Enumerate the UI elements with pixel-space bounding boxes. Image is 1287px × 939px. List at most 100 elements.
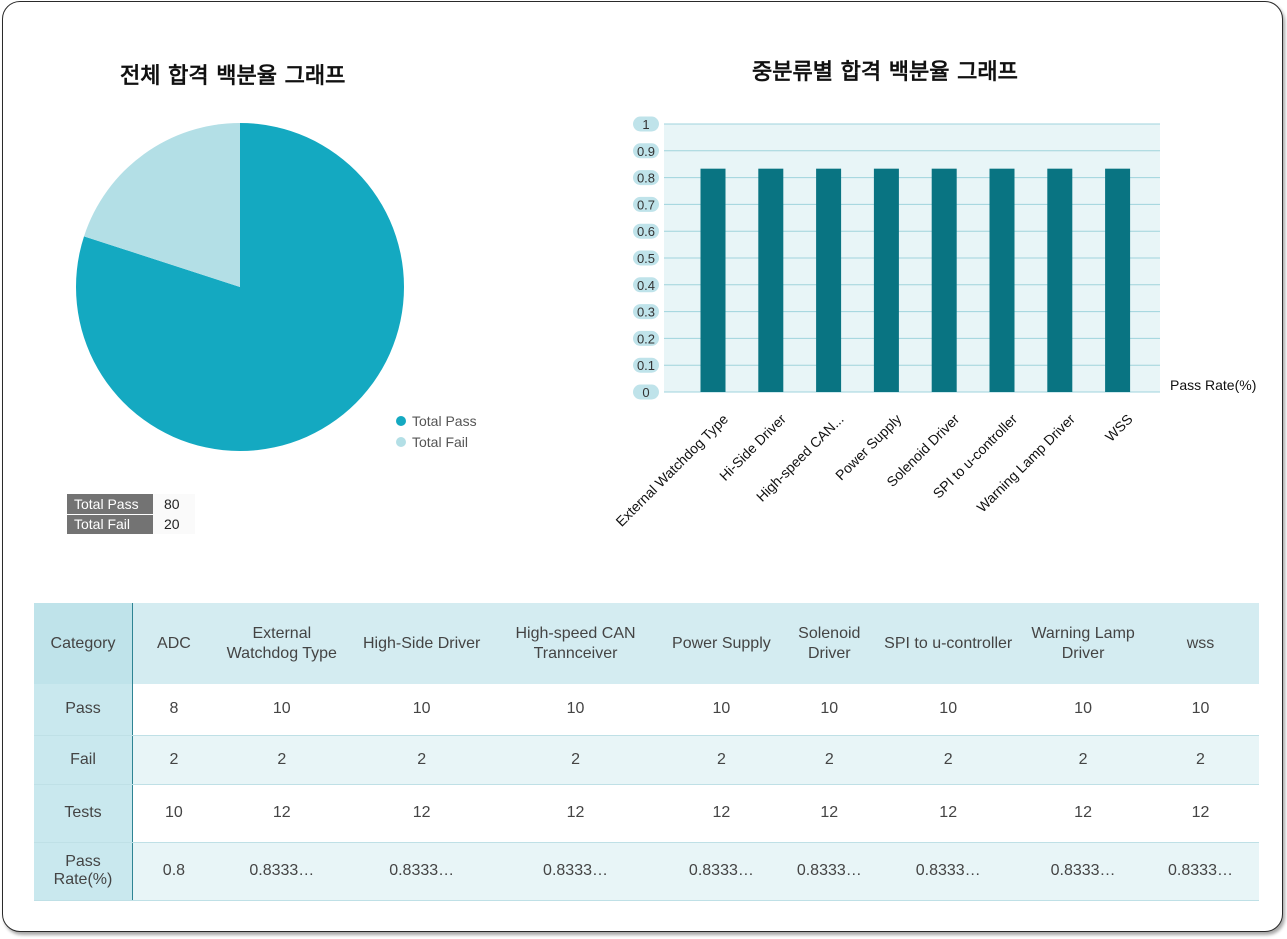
table-header-cell: Solenoid Driver (786, 603, 873, 684)
table-cell: 0.8333… (1142, 842, 1259, 901)
table-row: Tests 10 12 12 12 12 12 12 12 12 (34, 784, 1259, 843)
table-cell: 0.8333… (872, 842, 1025, 901)
table-cell: 12 (214, 784, 349, 843)
table-cell: 12 (872, 784, 1025, 843)
table-cell: 10 (786, 684, 873, 736)
table-cell: 0.8333… (656, 842, 787, 901)
summary-row-fail: Total Fail 20 (67, 514, 195, 535)
table-cell: 12 (656, 784, 787, 843)
legend-swatch-pass (396, 415, 406, 426)
bar (758, 168, 784, 392)
table-cell: 2 (214, 735, 349, 785)
x-tick-label: External Watchdog Type (612, 411, 731, 530)
legend-label-fail: Total Fail (412, 433, 469, 450)
table-cell: 10 (214, 684, 349, 736)
table-header-cell: wss (1142, 603, 1259, 684)
bar (700, 168, 726, 392)
table-cell: 2 (132, 735, 215, 785)
legend-label-pass: Total Pass (412, 412, 477, 429)
table-header-cell: Power Supply (656, 603, 787, 684)
category-table: Category ADC External Watchdog Type High-Si… (34, 603, 1259, 901)
table-row: Pass Rate(%) 0.8 0.8333… 0.8333… 0.8333… 0.83… (34, 842, 1259, 901)
y-tick-label: 0.8 (637, 171, 655, 186)
y-tick-label: 0.9 (637, 144, 655, 159)
y-tick-label: 1 (642, 117, 649, 132)
table-cell: 2 (656, 735, 787, 785)
y-tick-pill (633, 143, 659, 159)
table-row-label: Pass Rate(%) (34, 842, 133, 901)
table-row-label: Tests (34, 784, 133, 843)
table-cell: 0.8333… (494, 842, 657, 901)
table-cell: 0.8 (132, 842, 215, 901)
table-cell: 10 (348, 684, 495, 736)
legend-swatch-fail (396, 436, 406, 447)
y-tick-pill (633, 116, 659, 132)
table-header-cell: External Watchdog Type (214, 603, 349, 684)
table-cell: 10 (1024, 684, 1143, 736)
y-tick-label: 0.1 (637, 358, 655, 373)
table-cell: 8 (132, 684, 215, 736)
bar-chart-title: 중분류별 합격 백분율 그래프 (752, 60, 1018, 85)
table-cell: 12 (1024, 784, 1143, 843)
table-cell: 12 (786, 784, 873, 843)
table-cell: 10 (494, 684, 657, 736)
table-cell: 10 (132, 784, 215, 843)
table-cell: 2 (872, 735, 1025, 785)
summary-row-pass: Total Pass 80 (67, 494, 195, 515)
legend-item-pass: Total Pass (396, 410, 477, 431)
table-header-cell: ADC (132, 603, 215, 684)
legend-item-fail: Total Fail (396, 431, 477, 452)
y-tick-pill (633, 304, 659, 320)
table-cell: 12 (494, 784, 657, 843)
bar (1047, 168, 1073, 392)
y-tick-pill (633, 330, 659, 346)
bar (1105, 168, 1131, 392)
table-header-row: Category ADC External Watchdog Type High-Si… (34, 603, 1259, 684)
y-tick-label: 0.6 (637, 224, 655, 239)
y-tick-label: 0 (642, 385, 649, 400)
table-cell: 2 (1142, 735, 1259, 785)
table-header-cell: High-Side Driver (348, 603, 495, 684)
summary-value-pass: 80 (153, 494, 195, 514)
table-cell: 2 (786, 735, 873, 785)
table-cell: 10 (872, 684, 1025, 736)
y-tick-label: 0.5 (637, 251, 655, 266)
table-cell: 0.8333… (1024, 842, 1143, 901)
y-tick-pill (633, 277, 659, 293)
bar-chart: 0 0.1 0.2 0.3 0.4 0.5 0.6 0.7 0.8 0.9 1 External Wa… (612, 116, 1256, 530)
bar-legend-label: Pass Rate(%) (1170, 377, 1256, 393)
bar (931, 168, 957, 392)
bar (989, 168, 1015, 392)
pie-slice-total-fail (84, 123, 240, 287)
y-tick-label: 0.4 (637, 278, 655, 293)
y-tick-pill (633, 196, 659, 212)
x-tick-label: Warning Lamp Driver (973, 411, 1078, 516)
table-cell: 0.8333… (214, 842, 349, 901)
bar (873, 168, 899, 392)
table-row: Fail 2 2 2 2 2 2 2 2 2 (34, 735, 1259, 785)
table-cell: 12 (1142, 784, 1259, 843)
y-tick-label: 0.3 (637, 305, 655, 320)
x-tick-label: WSS (1102, 411, 1136, 445)
table-row-label: Fail (34, 735, 133, 785)
y-tick-pill (633, 223, 659, 239)
table-cell: 2 (494, 735, 657, 785)
table-cell: 2 (348, 735, 495, 785)
table-header-cell: Warning Lamp Driver (1024, 603, 1143, 684)
table-header-cell: SPI to u-controller (872, 603, 1025, 684)
summary-label-pass: Total Pass (67, 494, 153, 515)
summary-table: Total Pass 80 Total Fail 20 (67, 494, 195, 535)
table-header-cell: High-speed CAN Trannceiver (494, 603, 657, 684)
y-tick-label: 0.2 (637, 331, 655, 346)
table-cell: 0.8333… (786, 842, 873, 901)
table-row: Pass 8 10 10 10 10 10 10 10 10 (34, 684, 1259, 736)
y-tick-pill (633, 250, 659, 266)
table-cell: 10 (1142, 684, 1259, 736)
y-tick-pill (633, 170, 659, 186)
table-cell: 10 (656, 684, 787, 736)
summary-value-fail: 20 (153, 514, 195, 534)
y-tick-pill (633, 384, 659, 400)
table-header-cell: Category (34, 603, 133, 684)
table-cell: 2 (1024, 735, 1143, 785)
pie-legend: Total Pass Total Fail (396, 410, 477, 452)
